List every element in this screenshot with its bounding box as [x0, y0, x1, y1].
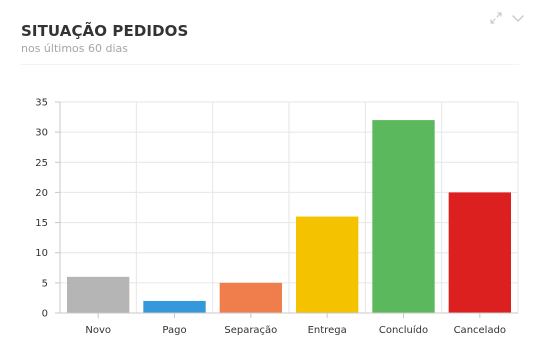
- x-tick-label: Separação: [224, 325, 277, 336]
- bar-separação[interactable]: [219, 282, 282, 313]
- chevron-down-icon[interactable]: [510, 10, 526, 26]
- bars: [67, 120, 511, 313]
- x-tick-label: Cancelado: [454, 325, 506, 336]
- y-tick-label: 5: [42, 278, 48, 289]
- y-tick-label: 15: [35, 218, 48, 229]
- y-tick-label: 30: [35, 128, 48, 139]
- y-tick-label: 0: [42, 309, 48, 320]
- expand-icon[interactable]: [488, 10, 504, 26]
- header-divider: [21, 64, 519, 65]
- x-tick-label: Concluído: [379, 324, 428, 336]
- y-tick-label: 35: [35, 98, 48, 109]
- bar-entrega[interactable]: [296, 216, 359, 313]
- widget-subtitle: nos últimos 60 dias: [21, 42, 129, 55]
- axes: [55, 101, 518, 318]
- y-tick-label: 25: [35, 158, 48, 169]
- x-tick-label: Novo: [85, 325, 111, 336]
- tick-labels: 0 5 10 15 20 25 30 35 Novo Pago Separação Entrega Co…: [35, 98, 506, 337]
- y-tick-label: 20: [35, 188, 48, 199]
- x-tick-label: Pago: [162, 325, 186, 336]
- bar-pago[interactable]: [143, 300, 206, 313]
- widget-title: SITUAÇÃO PEDIDOS: [21, 22, 189, 40]
- bar-concluído[interactable]: [372, 120, 435, 313]
- widget-controls: [488, 10, 526, 26]
- grid-lines: [60, 101, 519, 313]
- x-tick-label: Entrega: [308, 325, 347, 336]
- y-tick-label: 10: [35, 248, 48, 259]
- bar-cancelado[interactable]: [448, 192, 511, 313]
- bar-novo[interactable]: [67, 276, 130, 313]
